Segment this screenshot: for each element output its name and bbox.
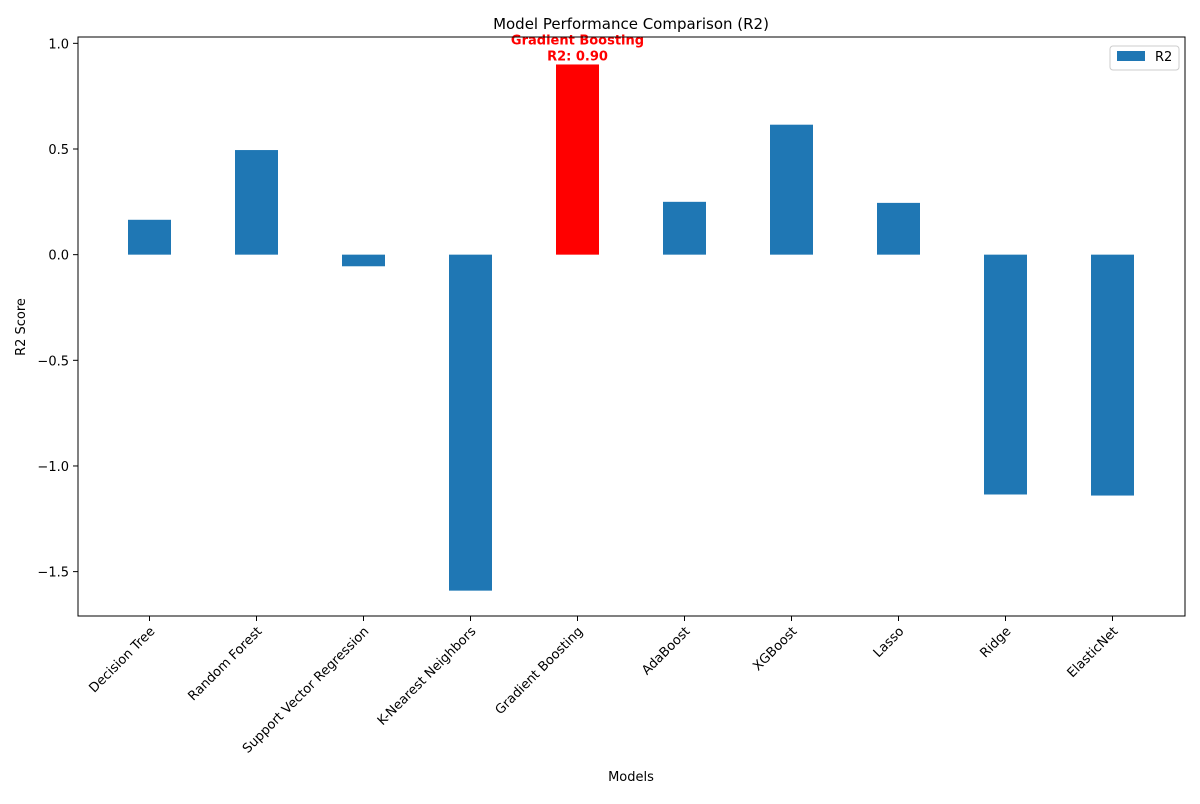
- x-tick-label: Lasso: [871, 624, 908, 661]
- bar-lasso: [877, 202, 920, 255]
- bars-group: [128, 64, 1134, 591]
- y-tick-label: 0.0: [48, 249, 69, 264]
- bar-gradient-boosting: [556, 64, 599, 255]
- x-tick-label: Random Forest: [186, 624, 266, 704]
- y-tick-label: −1.5: [37, 566, 69, 581]
- x-tick-label: Decision Tree: [87, 624, 159, 696]
- plot-frame: [77, 36, 1186, 617]
- x-tick-label: Ridge: [977, 624, 1014, 661]
- chart-title: Model Performance Comparison (R2): [493, 15, 769, 33]
- y-tick-label: 0.5: [48, 143, 69, 158]
- annotation-score: R2: 0.90: [547, 49, 608, 64]
- bar-decision-tree: [128, 219, 171, 255]
- bar-xgboost: [770, 124, 813, 255]
- legend: R2: [1109, 45, 1180, 71]
- bar-support-vector-regression: [342, 254, 385, 267]
- x-tick-label: ElasticNet: [1065, 624, 1122, 681]
- y-tick-label: −1.0: [37, 460, 69, 475]
- x-tick-label: Support Vector Regression: [240, 624, 372, 756]
- bar-ridge: [984, 254, 1027, 495]
- bar-elasticnet: [1091, 254, 1134, 496]
- legend-swatch: [1117, 51, 1145, 61]
- bar-k-nearest-neighbors: [449, 254, 492, 591]
- x-tick-label: AdaBoost: [639, 624, 693, 678]
- x-tick-label: K-Nearest Neighbors: [375, 624, 480, 729]
- bar-adaboost: [663, 201, 706, 255]
- annotation-model-name: Gradient Boosting: [511, 33, 644, 48]
- x-tick-label: XGBoost: [750, 624, 800, 674]
- y-ticks: −1.5 −1.0 −0.5 0.0 0.5 1.0: [37, 37, 78, 581]
- x-tick-label: Gradient Boosting: [493, 624, 587, 718]
- x-axis-label: Models: [608, 770, 654, 785]
- y-axis-label: R2 Score: [14, 298, 29, 356]
- legend-label: R2: [1155, 50, 1172, 65]
- bar-random-forest: [235, 150, 278, 255]
- y-tick-label: 1.0: [48, 37, 69, 52]
- y-tick-label: −0.5: [37, 354, 69, 369]
